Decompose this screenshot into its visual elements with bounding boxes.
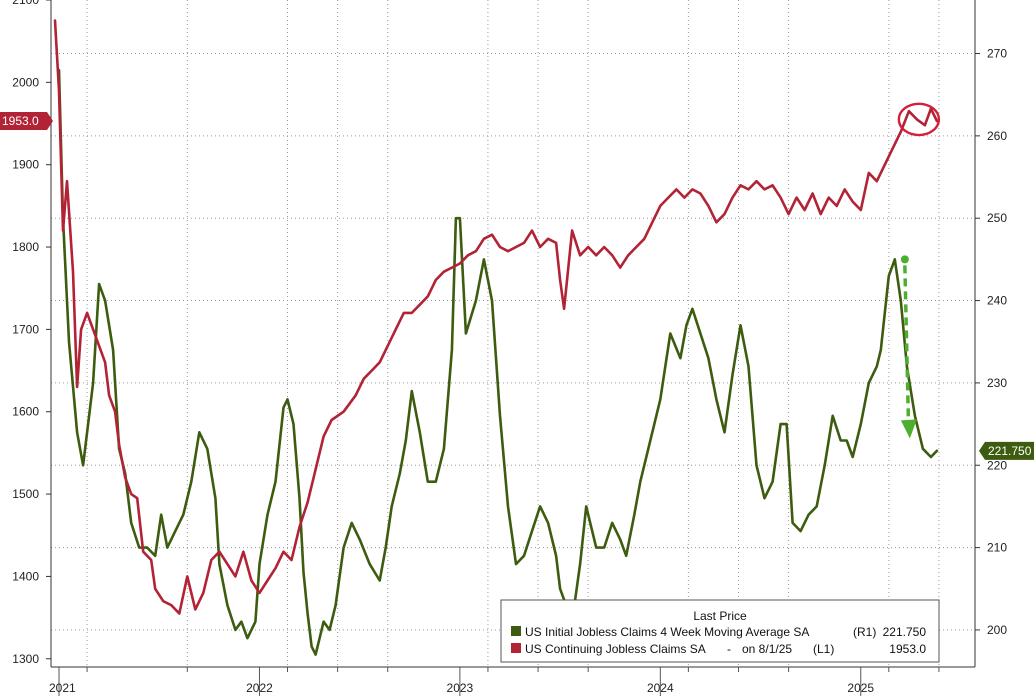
legend-label-continuing-claims: US Continuing Jobless Claims SA [525,642,706,656]
series-layer [53,19,939,656]
last-value-tag-initial-claims-text: 221.750 [988,444,1032,458]
last-value-tag-continuing-claims: 1953.0 [0,112,53,131]
legend-value-continuing-claims: 1953.0 [889,642,926,656]
left-axis-tick-label: 1500 [12,487,39,501]
last-value-tag-initial-claims-bg [979,441,1034,460]
trend-arrow-shaft [903,265,911,423]
last-value-tag-initial-claims: 221.750 [979,441,1034,460]
x-axis-year-label: 2021 [49,681,76,695]
axes-layer: 1300 1400 1500 1600 1700 1800 1900 2000 2100 200 2… [12,0,1007,696]
left-axis-tick-label: 1900 [12,158,39,172]
series-line-initial-claims [57,68,939,656]
last-value-tag-continuing-claims-bg [0,112,53,131]
x-axis-year-label: 2022 [246,681,273,695]
legend-date-continuing-claims: on 8/1/25 [742,642,792,656]
left-axis-tick-label: 1700 [12,322,39,336]
legend-box [500,599,940,663]
x-axis-year-label: 2024 [647,681,674,695]
legend-value-initial-claims: 221.750 [883,625,927,639]
left-axis-tick-label: 1400 [12,569,39,583]
legend-axis-initial-claims: (R1) [853,625,876,639]
right-axis-tick-label: 200 [987,623,1007,637]
trend-arrow-start-dot [900,255,909,264]
right-axis-tick-label: 210 [987,541,1007,555]
x-axis-year-label: 2025 [847,681,874,695]
highlight-circle [897,102,941,137]
legend-swatch-initial-claims [511,626,521,636]
value-tag-layer: 1953.0 221.750 [0,112,1034,460]
left-axis-tick-label: 1800 [12,240,39,254]
right-axis-tick-label: 260 [987,129,1007,143]
right-axis-tick-label: 230 [987,376,1007,390]
legend-swatch-continuing-claims [511,643,521,653]
right-axis-tick-label: 270 [987,47,1007,61]
left-axis-tick-label: 2100 [12,0,39,7]
left-axis-tick-label: 1300 [12,652,39,666]
series-line-continuing-claims [53,19,939,615]
left-axis-tick-label: 2000 [12,75,39,89]
trend-arrow-head [900,419,917,439]
last-value-tag-continuing-claims-text: 1953.0 [2,114,39,128]
left-axis-tick-label: 1600 [12,405,39,419]
legend-axis-continuing-claims: (L1) [813,642,834,656]
grid-layer [51,0,975,667]
x-axis-year-label: 2023 [447,681,474,695]
right-axis-tick-label: 250 [987,211,1007,225]
legend-dash-continuing-claims: - [727,642,731,656]
annotation-layer [897,102,941,439]
right-axis-tick-label: 220 [987,458,1007,472]
legend-title: Last Price [693,609,747,623]
legend-label-initial-claims: US Initial Jobless Claims 4 Week Moving … [525,625,809,639]
legend: Last Price US Initial Jobless Claims 4 W… [500,599,940,663]
right-axis-tick-label: 240 [987,294,1007,308]
